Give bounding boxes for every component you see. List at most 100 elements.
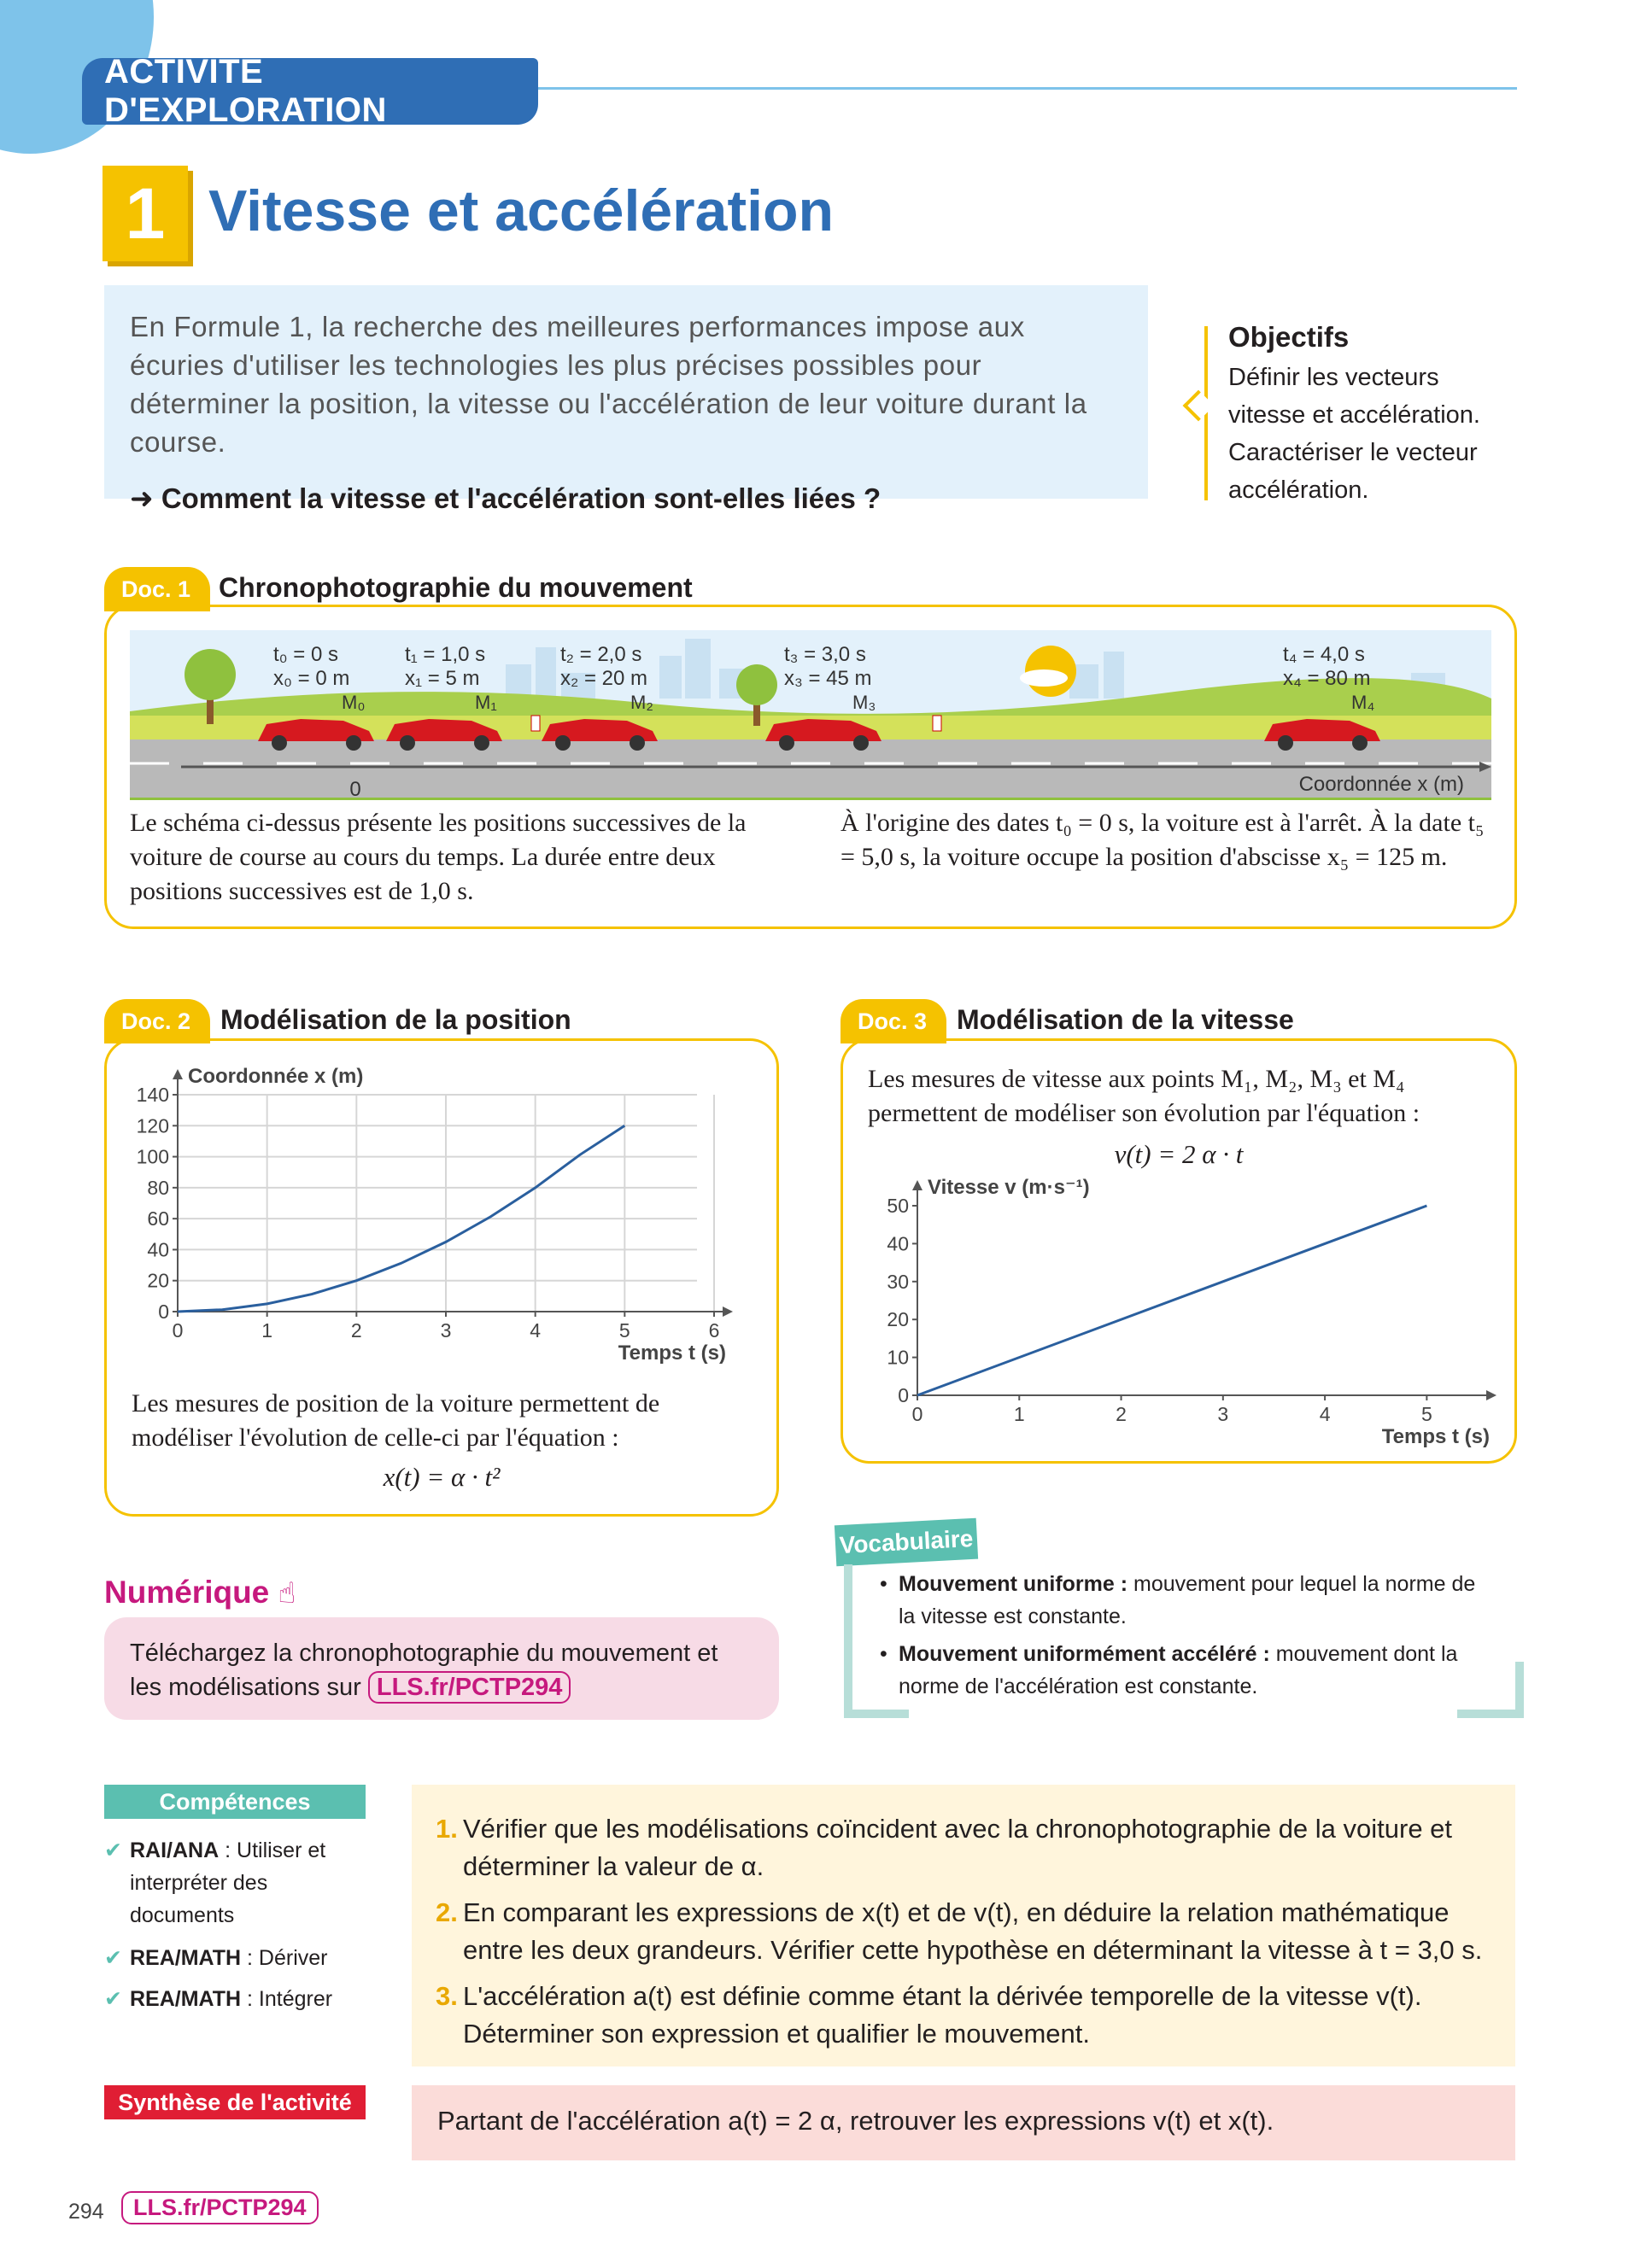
x-tick-label: 2 — [1116, 1403, 1127, 1425]
bollard-icon — [530, 715, 541, 732]
competence-item: ✔ REA/MATH : Dériver — [104, 1942, 360, 1974]
y-axis-arrow — [173, 1069, 183, 1079]
y-tick-label: 0 — [158, 1301, 169, 1323]
x-tick-label: 6 — [709, 1319, 720, 1342]
check-icon: ✔ — [104, 1946, 122, 1970]
y-tick-label: 80 — [147, 1177, 169, 1199]
competence-text: : Dériver — [241, 1946, 328, 1970]
tree-icon — [736, 664, 777, 726]
question-item: 3. L'accélération a(t) est définie comme… — [436, 1978, 1490, 2053]
doc3-equation: v(t) = 2 α · t — [1114, 1139, 1244, 1169]
x-axis-label: Temps t (s) — [618, 1342, 726, 1365]
competence-text: : Utiliser et interpréter des documents — [130, 1838, 326, 1927]
y-tick-label: 40 — [147, 1238, 169, 1260]
bracket — [1515, 1662, 1524, 1718]
position-group-1: t₁ = 1,0 s x₁ = 5 m M₁ — [386, 643, 502, 751]
competence-item: ✔ RAI/ANA : Utiliser et interpréter des … — [104, 1834, 360, 1932]
x-tick-label: 0 — [173, 1319, 184, 1342]
numerique-link[interactable]: LLS.fr/PCTP294 — [367, 1671, 571, 1704]
check-icon: ✔ — [104, 1838, 122, 1862]
objectives-title: Objectifs — [1228, 321, 1350, 353]
x-axis-label: Temps t (s) — [1382, 1425, 1490, 1448]
axis-label: Coordonnée x (m) — [1299, 773, 1464, 796]
point-label: M₄ — [1351, 692, 1374, 713]
doc1-tag: Doc. 1 — [104, 567, 210, 611]
scene-divider — [130, 798, 1491, 800]
objectives-notch — [1182, 389, 1215, 422]
page-number: 294 — [68, 2200, 104, 2224]
doc3-title: Modélisation de la vitesse — [957, 1004, 1294, 1035]
vocab-def: mouvement pour lequel la norme de la vit… — [899, 1572, 1476, 1628]
objectives-text: Définir les vecteurs vitesse et accéléra… — [1228, 359, 1502, 509]
objective-line: Définir les vecteurs — [1228, 364, 1439, 391]
doc3-text: Les mesures de vitesse aux points M₁, M₂… — [868, 1065, 1420, 1127]
question-number: 2. — [436, 1897, 458, 1927]
doc2-title: Modélisation de la position — [220, 1004, 571, 1035]
doc1-title: Chronophotographie du mouvement — [219, 572, 693, 603]
competence-code: RAI/ANA — [130, 1838, 220, 1862]
time-label: t₁ = 1,0 s — [405, 643, 485, 666]
bracket — [844, 1710, 909, 1718]
position-label: x₀ = 0 m — [273, 667, 349, 690]
y-tick-label: 120 — [137, 1114, 169, 1137]
intro-text: En Formule 1, la recherche des meilleure… — [130, 311, 1087, 458]
tree-icon — [184, 649, 236, 724]
x-axis-arrow — [723, 1306, 733, 1317]
vocab-item: • Mouvement uniformément accéléré : mouv… — [880, 1642, 1458, 1698]
vocab-item: • Mouvement uniforme : mouvement pour le… — [880, 1572, 1476, 1628]
time-label: t₂ = 2,0 s — [560, 643, 641, 666]
synthese-tag: Synthèse de l'activité — [104, 2085, 366, 2119]
objective-line: vitesse et accélération. — [1228, 401, 1480, 429]
header-rule — [538, 87, 1517, 90]
x-tick-label: 4 — [530, 1319, 541, 1342]
y-axis-label: Vitesse v (m·s⁻¹) — [928, 1177, 1090, 1199]
intro-box: En Formule 1, la recherche des meilleure… — [104, 285, 1148, 514]
car-icon — [765, 719, 882, 741]
numerique-label: Numérique — [104, 1575, 270, 1610]
x-tick-label: 4 — [1320, 1403, 1331, 1425]
hand-click-icon: ☝ — [278, 1577, 296, 1610]
synthese-box: Partant de l'accélération a(t) = 2 α, re… — [412, 2085, 1515, 2160]
numerique-text: Téléchargez la chronophotographie du mou… — [130, 1640, 718, 1701]
sun-icon — [1020, 646, 1076, 697]
competences-tag: Compétences — [104, 1785, 366, 1819]
point-label: M₃ — [852, 692, 876, 713]
origin-label: 0 — [349, 778, 360, 798]
activity-tag: ACTIVITÉ D'EXPLORATION — [82, 53, 538, 129]
vocab-def: mouvement dont la norme de l'accélératio… — [899, 1642, 1458, 1698]
question-number: 3. — [436, 1981, 458, 2011]
x-tick-label: 1 — [261, 1319, 272, 1342]
y-axis-label: Coordonnée x (m) — [188, 1065, 363, 1088]
x-tick-label: 1 — [1014, 1403, 1025, 1425]
position-chart: 0 20 40 60 80 100 120 140 0 1 2 3 4 5 6 Coordonnée x (m… — [137, 1065, 733, 1365]
doc3-frame — [840, 1038, 1517, 1464]
doc3-tag: Doc. 3 — [840, 999, 946, 1043]
bracket — [1457, 1710, 1524, 1718]
competence-text: : Intégrer — [241, 1987, 333, 2011]
doc2-frame — [104, 1038, 779, 1517]
numerique-title: Numérique ☝ — [104, 1575, 296, 1610]
numerique-box: Téléchargez la chronophotographie du mou… — [104, 1617, 779, 1720]
position-label: x₄ = 80 m — [1283, 667, 1371, 690]
footer-link[interactable]: LLS.fr/PCTP294 — [121, 2191, 319, 2224]
point-label: M₀ — [342, 692, 365, 713]
city-skyline — [506, 639, 1445, 699]
series-line — [177, 1125, 626, 1313]
vocabulaire-tag: Vocabulaire — [834, 1517, 979, 1567]
doc2-tag: Doc. 2 — [104, 999, 210, 1043]
page-title: Vitesse et accélération — [208, 178, 835, 243]
time-label: t₀ = 0 s — [273, 643, 338, 666]
x-tick-label: 3 — [1217, 1403, 1228, 1425]
position-label: x₁ = 5 m — [405, 667, 479, 690]
series-line — [917, 1204, 1427, 1397]
y-tick-label: 140 — [137, 1084, 169, 1106]
car-icon — [542, 719, 658, 741]
position-label: x₃ = 45 m — [784, 667, 871, 690]
question-item: 1. Vérifier que les modélisations coïnci… — [436, 1810, 1490, 1885]
position-group-4: t₄ = 4,0 s x₄ = 80 m M₄ — [1264, 643, 1380, 751]
position-group-0: t₀ = 0 s x₀ = 0 m M₀ — [258, 643, 374, 751]
position-label: x₂ = 20 m — [560, 667, 647, 690]
bollard-icon — [932, 715, 942, 732]
point-label: M₂ — [630, 692, 653, 713]
check-icon: ✔ — [104, 1987, 122, 2011]
